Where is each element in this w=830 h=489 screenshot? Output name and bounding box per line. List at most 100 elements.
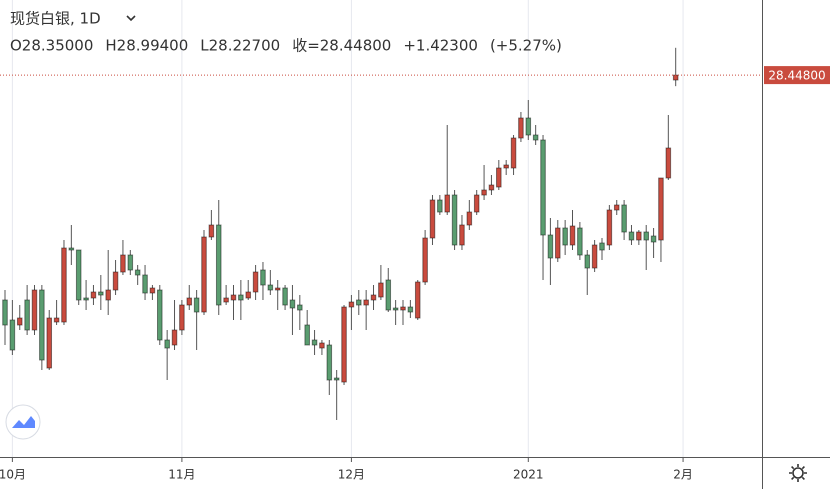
candle-body — [282, 287, 288, 306]
candle-body — [215, 224, 222, 306]
settings-gear[interactable] — [789, 464, 807, 482]
candle-body — [540, 139, 546, 236]
candle-body — [260, 269, 266, 286]
logo[interactable] — [5, 404, 41, 440]
candle-body — [186, 297, 193, 306]
candle-body — [459, 224, 465, 246]
candle-body — [31, 289, 38, 331]
candle-body — [532, 134, 539, 141]
candle-body — [672, 74, 679, 81]
candle-body — [289, 299, 296, 309]
candle-body — [149, 287, 156, 294]
candle-body — [370, 294, 377, 301]
candle-body — [444, 194, 451, 213]
chart-title[interactable]: 现货白银, 1D — [10, 10, 101, 28]
candle-body — [606, 209, 613, 246]
legend-item: +1.42300 — [403, 37, 478, 55]
candle-body — [562, 227, 568, 246]
candle-body — [554, 227, 561, 259]
candle-body — [171, 329, 178, 346]
candle-body — [643, 231, 649, 241]
candle-body — [157, 289, 163, 341]
candle-body — [591, 244, 598, 269]
candle-body — [230, 294, 237, 301]
candle-body — [518, 117, 524, 139]
candle-body — [407, 306, 414, 313]
candle-body — [127, 254, 134, 271]
x-tick-label: 2021 — [513, 468, 544, 482]
candle-body — [83, 297, 89, 301]
candle-body — [98, 291, 104, 296]
candle-body — [9, 319, 16, 351]
legend-item: (+5.27%) — [490, 37, 562, 55]
candle-body — [385, 279, 392, 311]
candle-body — [142, 274, 148, 294]
candle-body — [120, 254, 126, 273]
candle-body — [650, 235, 657, 243]
legend-item: O28.35000 — [10, 37, 93, 55]
candle-body — [547, 234, 554, 259]
candle-body — [112, 271, 119, 291]
candle-body — [24, 299, 30, 331]
candle-body — [628, 231, 635, 241]
candle-body — [355, 299, 362, 306]
candle-body — [304, 324, 310, 346]
candle-body — [422, 237, 428, 283]
candle-body — [267, 284, 274, 291]
candle-body — [437, 199, 443, 213]
candle-body — [599, 242, 605, 251]
grid-layer: 10月 11月 12月 2021 2月 — [0, 0, 693, 482]
candle-body — [481, 189, 487, 196]
x-tick-label: 11月 — [168, 468, 195, 482]
x-tick-label: 2月 — [673, 468, 693, 482]
candle-body — [584, 254, 591, 269]
last-price-label: 28.44800 — [768, 69, 825, 83]
legend-item: L28.22700 — [200, 37, 280, 55]
candle-body — [577, 227, 583, 256]
candle-body — [510, 137, 517, 169]
candle-body — [665, 147, 672, 179]
candle-body — [473, 194, 480, 213]
candle-body — [363, 299, 369, 306]
candle-body — [208, 224, 215, 238]
candle-body — [297, 304, 303, 311]
candle-body — [134, 269, 141, 276]
candle-body — [613, 204, 620, 211]
legend: O28.35000 H28.99400 L28.22700 收=28.44800 +1.… — [10, 37, 562, 55]
legend-item: H28.99400 — [105, 37, 188, 55]
interval-chevron[interactable] — [126, 15, 136, 22]
candle-body — [348, 301, 355, 308]
candle-body — [496, 167, 502, 188]
candle-body — [326, 344, 333, 381]
candle-body — [179, 304, 185, 331]
candle-body — [16, 317, 23, 326]
candle-body — [400, 306, 406, 311]
candle-body — [319, 342, 325, 349]
x-tick-label: 10月 — [0, 468, 26, 482]
candle-body — [378, 282, 384, 298]
candle-body — [488, 184, 495, 191]
candle-body — [429, 199, 436, 239]
candle-body — [252, 271, 259, 293]
candle-body — [75, 249, 82, 301]
candle-body — [274, 287, 281, 291]
candle-body — [341, 306, 347, 383]
candle-body — [39, 289, 45, 361]
candle-body — [193, 297, 200, 313]
candle-body — [311, 339, 318, 346]
candle-body — [68, 247, 75, 251]
candle-body — [53, 317, 60, 323]
candle-body — [451, 194, 458, 246]
candle-body — [105, 289, 111, 301]
candle-body — [466, 211, 473, 226]
candle-body — [392, 307, 399, 311]
legend-item: 收=28.44800 — [292, 37, 391, 55]
candle-body — [90, 291, 97, 299]
last-price-box — [764, 66, 830, 85]
candle-body — [245, 291, 252, 299]
candle-body — [636, 231, 642, 241]
candle-body — [503, 164, 509, 169]
candle-body — [2, 299, 8, 326]
candle-body — [164, 339, 170, 349]
